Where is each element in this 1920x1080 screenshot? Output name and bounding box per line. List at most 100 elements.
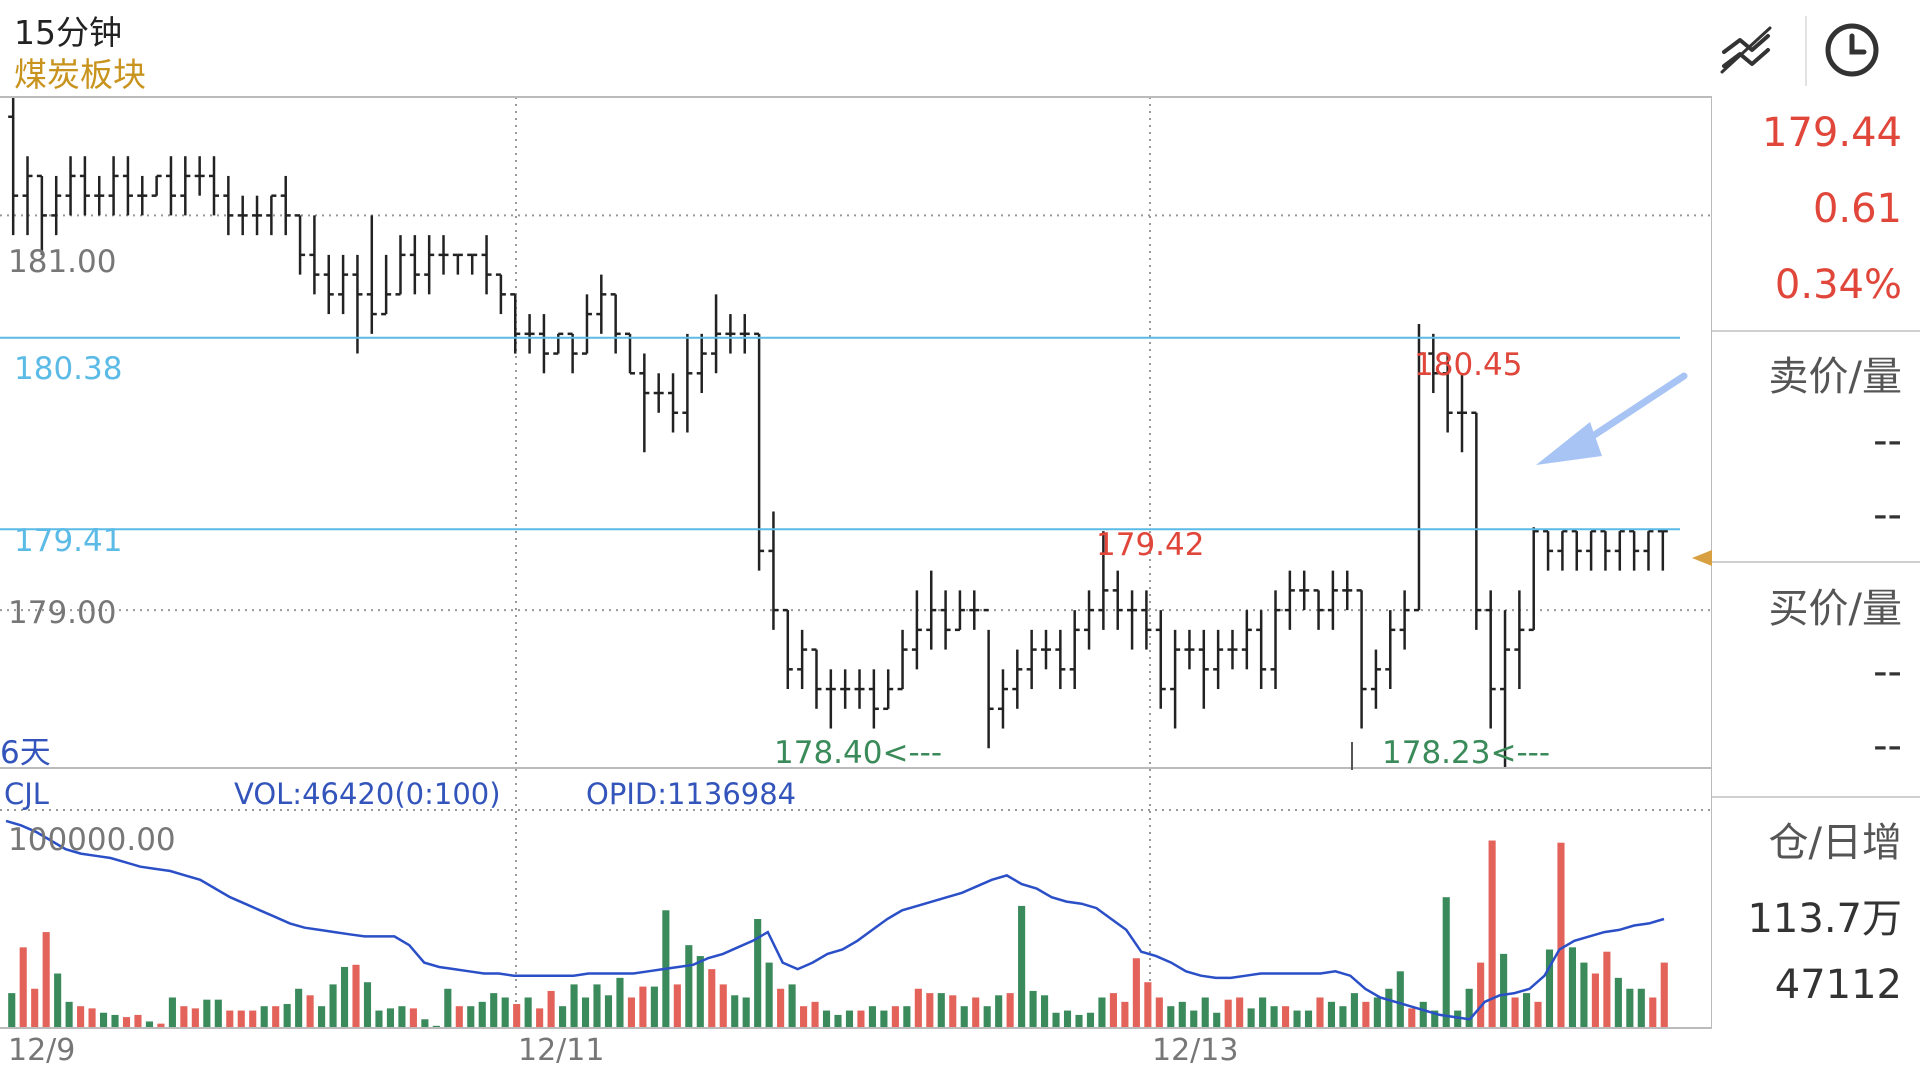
volume-bar xyxy=(1511,997,1519,1028)
period-selector[interactable]: 15分钟 xyxy=(14,13,122,52)
volume-bar xyxy=(604,995,613,1028)
ohlc-bar xyxy=(280,175,291,236)
sector-name[interactable]: 煤炭板块 xyxy=(14,55,146,94)
volume-bar xyxy=(1637,988,1645,1028)
volume-bar xyxy=(1488,840,1496,1028)
volume-bar xyxy=(639,986,647,1028)
span-label: 6天 xyxy=(0,735,51,771)
ohlc-bar xyxy=(653,373,664,413)
ohlc-bar xyxy=(252,195,263,236)
volume-bar xyxy=(834,1014,842,1028)
volume-bar xyxy=(949,995,957,1028)
open-interest: 113.7万 xyxy=(1747,896,1902,942)
ohlc-bar xyxy=(868,669,879,729)
volume-bar xyxy=(547,990,555,1028)
grid-label-179: 179.00 xyxy=(8,595,116,631)
volume-bar xyxy=(845,1010,854,1028)
volume-bar xyxy=(111,1014,119,1028)
ohlc-bar xyxy=(969,590,980,630)
volume-bar xyxy=(77,1006,85,1028)
ohlc-bar xyxy=(194,156,205,196)
draw-line-icon[interactable] xyxy=(1710,14,1782,86)
ohlc-bar xyxy=(1500,610,1511,768)
volume-bar xyxy=(914,988,922,1028)
volume-bar xyxy=(31,988,39,1028)
ohlc-bar xyxy=(122,156,133,216)
volume-bar xyxy=(306,995,314,1028)
grid-label-181: 181.00 xyxy=(8,244,116,280)
volume-bar xyxy=(593,984,601,1028)
volume-bar xyxy=(318,1006,326,1028)
ohlc-bar xyxy=(180,156,191,216)
ohlc-bar xyxy=(1141,590,1152,650)
xaxis-label-12-9: 12/9 xyxy=(8,1033,75,1068)
ohlc-bar xyxy=(366,215,377,334)
volume-bar xyxy=(673,984,681,1028)
chart-area[interactable]: 181.00 179.00 180.38 179.41 180.45 179.4… xyxy=(0,0,1712,1080)
volume-bar xyxy=(1132,958,1140,1028)
last-price: 179.44 xyxy=(1762,110,1902,156)
volume-bar xyxy=(1626,988,1634,1028)
ohlc-bar xyxy=(165,156,176,216)
volume-bar xyxy=(1063,1010,1072,1028)
ohlc-bar xyxy=(1184,629,1195,670)
ohlc-bar xyxy=(237,195,248,236)
ohlc-bar xyxy=(1385,610,1396,690)
ohlc-bar xyxy=(495,273,506,315)
volume-bar xyxy=(1167,1006,1175,1028)
ohlc-bar xyxy=(1657,529,1668,571)
volume-bar xyxy=(157,1023,165,1028)
ohlc-bar xyxy=(323,254,334,315)
ohlc-bar xyxy=(1342,570,1353,611)
volume-bar xyxy=(708,969,716,1028)
volume-bar xyxy=(868,1006,876,1028)
header-divider xyxy=(1805,16,1807,86)
ohlc-bar xyxy=(510,293,521,354)
volume-bar xyxy=(627,997,635,1028)
volume-bar xyxy=(513,1004,521,1028)
volume-bar xyxy=(754,919,762,1028)
low-annotation-2: 178.23<--- xyxy=(1382,735,1550,771)
ask-value-1: -- xyxy=(1873,418,1902,464)
ohlc-bar xyxy=(1413,323,1424,612)
ohlc-bar xyxy=(825,669,836,729)
volume-bar xyxy=(1029,990,1037,1028)
ohlc-bar xyxy=(36,174,47,255)
ohlc-bar xyxy=(1399,590,1410,650)
ohlc-bar xyxy=(1428,333,1439,394)
low-annotation: 178.40<--- xyxy=(774,735,942,771)
ohlc-bar xyxy=(754,332,765,571)
ohlc-bar xyxy=(768,511,779,630)
price-bars xyxy=(8,97,1668,768)
high-annotation: 180.45 xyxy=(1414,347,1522,383)
volume-bar xyxy=(363,982,372,1028)
chart-grid xyxy=(0,97,1712,1028)
ohlc-bar xyxy=(1012,649,1023,709)
clock-icon[interactable] xyxy=(1816,14,1888,86)
ohlc-bar xyxy=(1557,529,1568,571)
bid-value-2: -- xyxy=(1873,723,1902,769)
ohlc-bar xyxy=(1299,570,1310,611)
chart-header: 15分钟 煤炭板块 xyxy=(0,0,1920,96)
ohlc-bar xyxy=(1227,629,1238,670)
ohlc-bar xyxy=(538,314,549,374)
volume-bar xyxy=(570,984,578,1028)
volume-bar xyxy=(1327,1001,1336,1028)
volume-bar xyxy=(559,1006,567,1028)
volume-bar xyxy=(1121,1001,1129,1028)
ohlc-bar xyxy=(1514,590,1525,690)
hline-label-180-38: 180.38 xyxy=(14,351,122,387)
volume-bar xyxy=(8,993,16,1028)
ohlc-bar xyxy=(1026,629,1037,690)
volume-bar xyxy=(1603,951,1611,1028)
divider xyxy=(1712,796,1920,798)
divider xyxy=(1712,561,1920,563)
ohlc-bar xyxy=(1098,531,1109,630)
ohlc-bar xyxy=(696,333,707,394)
price-change: 0.61 xyxy=(1812,186,1902,232)
ohlc-bar xyxy=(467,253,478,275)
volume-bar xyxy=(765,962,773,1028)
ask-value-2: -- xyxy=(1873,492,1902,538)
volume-bar xyxy=(409,1008,417,1028)
ohlc-bar xyxy=(1528,527,1539,632)
